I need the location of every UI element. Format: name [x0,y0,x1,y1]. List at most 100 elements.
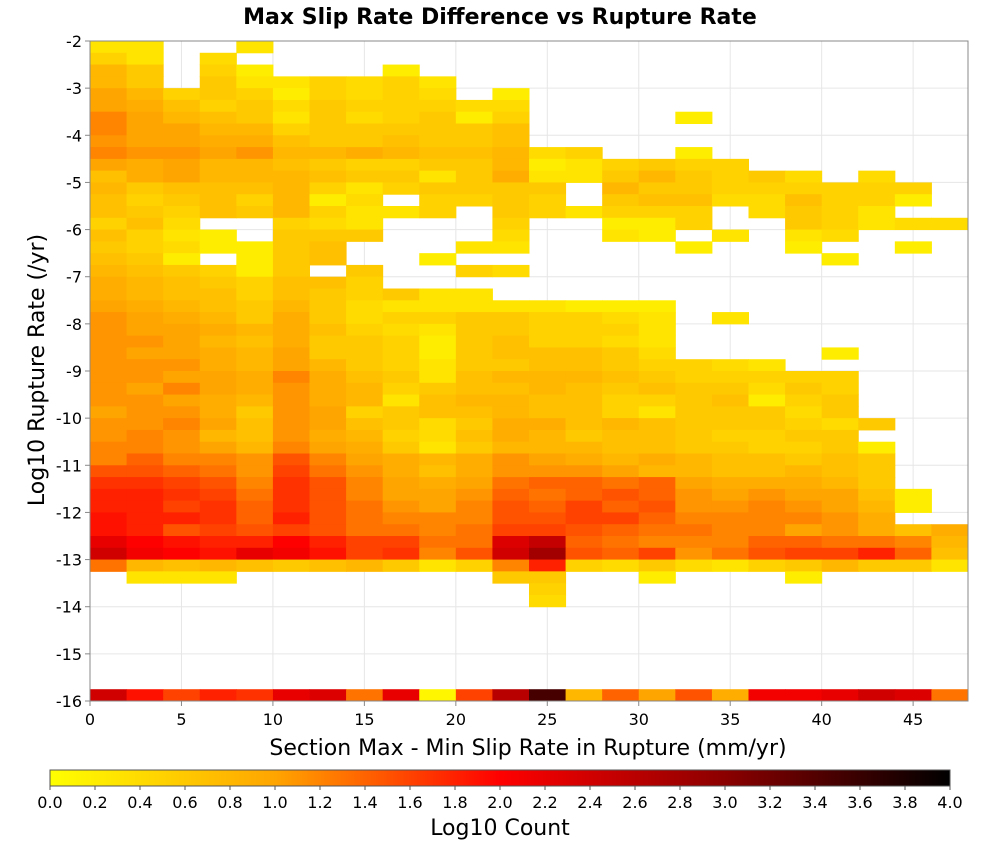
heatmap-cell-111 [675,158,713,172]
heatmap-cell-690 [419,536,457,549]
heatmap-cell-213 [126,229,164,242]
heatmap-cell-288 [638,300,676,313]
heatmap-cell-195 [821,206,859,219]
heatmap-cell-284 [492,300,530,313]
heatmap-cell-645 [455,512,493,525]
heatmap-cell-330 [382,335,420,348]
heatmap-cell-1 [126,41,164,54]
heatmap-cell-747 [748,559,786,572]
heatmap-cell-214 [163,229,201,242]
heatmap-cell-583 [675,477,713,490]
heatmap-cell-505 [236,441,274,454]
heatmap-cell-321 [638,323,676,337]
heatmap-cell-518 [711,441,749,454]
heatmap-cell-500 [821,429,859,443]
heatmap-cell-781 [785,689,823,702]
heatmap-cell-492 [529,429,567,443]
heatmap-cell-15 [272,76,310,89]
heatmap-cell-575 [382,477,420,490]
heatmap-cell-552 [346,465,384,478]
heatmap-cell-302 [565,312,603,325]
heatmap-cell-581 [602,477,640,490]
heatmap-cell-424 [382,394,420,407]
heatmap-cell-538 [638,453,676,466]
heatmap-cell-119 [309,170,347,183]
heatmap-cell-97 [163,158,201,172]
heatmap-cell-678 [858,524,896,537]
heatmap-cell-109 [602,158,640,172]
heatmap-cell-594 [272,488,310,502]
heatmap-cell-205 [638,217,676,231]
heatmap-cell-494 [602,429,640,443]
heatmap-cell-652 [711,512,749,525]
heatmap-cell-32 [126,99,164,113]
heatmap-cell-644 [419,512,457,525]
heatmap-cell-27 [346,88,384,101]
heatmap-cell-670 [565,524,603,537]
heatmap-cell-234 [675,241,713,254]
colorbar-tick-label-0: 0.0 [37,793,62,812]
heatmap-cell-338 [90,347,128,360]
heatmap-cell-169 [638,194,676,207]
heatmap-cell-591 [163,488,201,502]
heatmap-cell-23 [199,88,237,101]
heatmap-cell-12 [126,76,164,89]
heatmap-cell-62 [309,123,347,136]
heatmap-cell-275 [163,300,201,313]
heatmap-cell-167 [529,194,567,207]
heatmap-cell-702 [858,536,896,549]
heatmap-cell-487 [346,429,384,443]
heatmap-cell-55 [675,111,713,124]
heatmap-cell-756 [492,571,530,584]
heatmap-cell-266 [236,288,274,301]
heatmap-cell-104 [419,158,457,172]
heatmap-cell-53 [455,111,493,124]
heatmap-cell-587 [821,477,859,490]
heatmap-cell-525 [163,453,201,466]
heatmap-cell-251 [346,264,384,278]
heatmap-cell-254 [90,276,128,289]
heatmap-cell-609 [821,488,859,502]
heatmap-cell-236 [894,241,932,254]
heatmap-cell-687 [309,536,347,549]
heatmap-cell-510 [419,441,457,454]
heatmap-cell-19 [419,76,457,89]
heatmap-cell-8 [199,64,237,77]
heatmap-cell-638 [199,512,237,525]
heatmap-cell-663 [309,524,347,537]
heatmap-cell-237 [90,253,128,266]
colorbar-tick-label-7: 1.4 [352,793,377,812]
heatmap-cell-464 [309,418,347,431]
heatmap-cell-274 [126,300,164,313]
heatmap-cell-545 [90,465,128,478]
heatmap-cell-389 [638,371,676,384]
heatmap-cell-128 [638,170,676,183]
heatmap-cell-774 [529,689,567,702]
heatmap-cell-34 [199,99,237,113]
heatmap-cell-522 [858,441,896,454]
heatmap-cell-406 [492,382,530,396]
heatmap-cell-343 [272,347,310,360]
heatmap-cell-404 [419,382,457,396]
heatmap-cell-5 [199,52,237,66]
heatmap-cell-562 [711,465,749,478]
heatmap-cell-668 [492,524,530,537]
heatmap-cell-749 [821,559,859,572]
heatmap-cell-225 [90,241,128,254]
heatmap-cell-735 [309,559,347,572]
heatmap-cells [90,41,969,702]
colorbar-tick-label-17: 3.4 [802,793,827,812]
heatmap-cell-708 [199,547,237,561]
heatmap-cell-717 [529,547,567,561]
heatmap-cell-720 [638,547,676,561]
heatmap-cell-229 [236,241,274,254]
heatmap-cell-549 [236,465,274,478]
heatmap-cell-766 [236,689,274,702]
heatmap-cell-344 [309,347,347,360]
heatmap-cell-45 [163,111,201,124]
y-tick-label-4: -6 [66,221,82,240]
colorbar-tick-label-9: 1.8 [442,793,467,812]
heatmap-cell-290 [126,312,164,325]
colorbar-tick-label-15: 3.0 [712,793,737,812]
